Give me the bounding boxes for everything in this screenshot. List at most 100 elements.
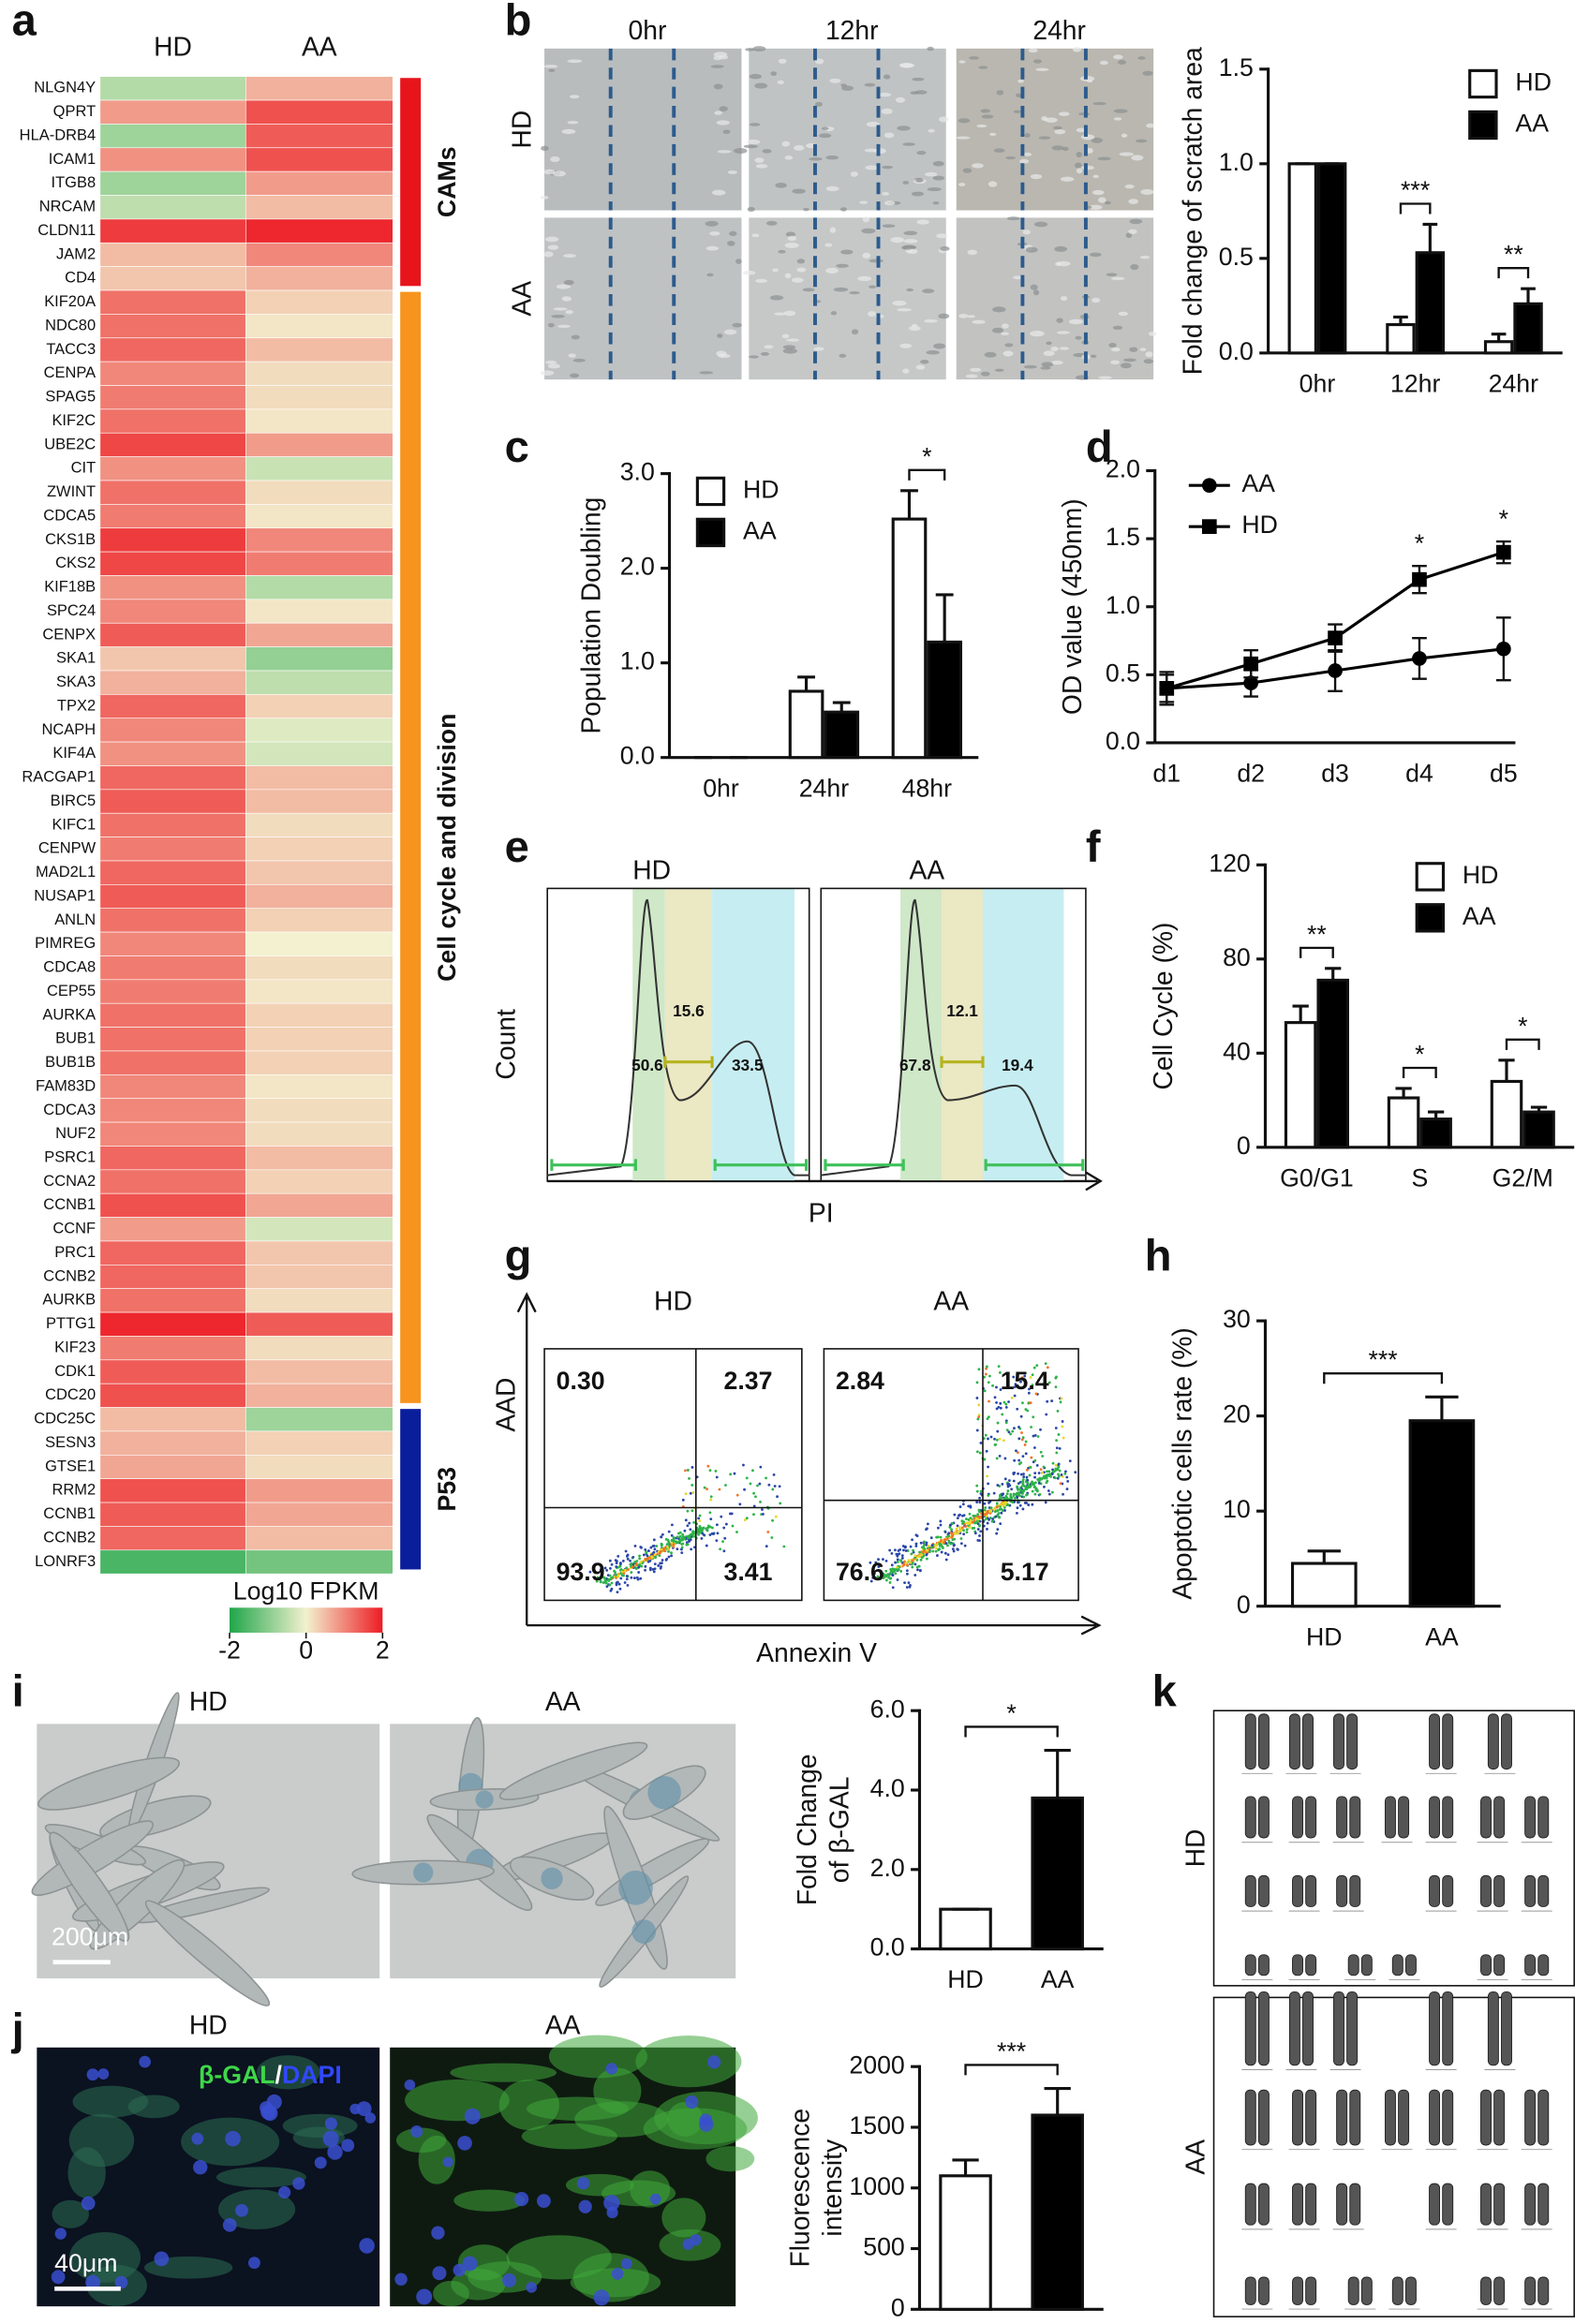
stain	[541, 1867, 563, 1889]
event-dot	[979, 1492, 983, 1495]
event-dot	[918, 1550, 921, 1554]
event-dot	[1036, 1435, 1040, 1438]
event-dot	[626, 1553, 630, 1557]
sample-label: HD	[632, 855, 671, 885]
event-dot	[961, 1502, 965, 1506]
event-dot	[623, 1581, 627, 1584]
event-dot	[949, 1542, 953, 1546]
event-dot	[751, 1469, 754, 1473]
event-dot	[998, 1437, 1002, 1441]
event-dot	[703, 1486, 706, 1489]
cell	[908, 248, 918, 255]
heatmap-cell	[99, 456, 246, 481]
event-dot	[1023, 1443, 1027, 1446]
cell	[1005, 155, 1016, 160]
chromosome	[1288, 1713, 1300, 1770]
event-dot	[661, 1559, 664, 1562]
y-axis-label: Apoptotic cells rate (%)	[1167, 1327, 1197, 1599]
heatmap-cell	[245, 551, 394, 576]
event-dot	[697, 1532, 701, 1536]
event-dot	[722, 1549, 726, 1553]
event-dot	[1031, 1483, 1033, 1487]
event-dot	[680, 1546, 684, 1549]
chromosome	[1292, 2183, 1303, 2226]
cell	[568, 353, 576, 358]
event-dot	[649, 1546, 653, 1549]
cell	[723, 329, 737, 335]
event-dot	[983, 1389, 987, 1393]
heatmap-cell	[99, 670, 246, 695]
event-dot	[1064, 1470, 1067, 1473]
cell	[1013, 275, 1023, 280]
heatmap-cell	[99, 195, 246, 220]
marker	[1328, 663, 1343, 678]
cell	[802, 288, 815, 292]
x-tick-label: 0hr	[1299, 369, 1336, 397]
heatmap-cell	[99, 908, 246, 933]
event-dot	[1044, 1362, 1047, 1366]
event-dot	[684, 1469, 687, 1473]
event-dot	[977, 1403, 981, 1407]
cell	[938, 116, 949, 123]
nucleus	[349, 2103, 361, 2115]
cell	[884, 200, 896, 206]
event-dot	[765, 1476, 768, 1480]
event-dot	[879, 1577, 883, 1580]
event-dot	[923, 1540, 926, 1544]
gal-signal	[68, 2231, 141, 2283]
nucleus	[537, 2194, 551, 2209]
cell	[881, 108, 893, 114]
cell	[813, 347, 824, 351]
event-dot	[1062, 1436, 1065, 1440]
cell	[550, 155, 560, 162]
event-dot	[928, 1550, 931, 1554]
heatmap-cell	[245, 1288, 394, 1313]
chromosome	[1333, 1713, 1344, 1770]
event-dot	[1041, 1476, 1045, 1480]
cell	[1028, 48, 1038, 53]
cell	[49, 1831, 130, 1943]
gene-label: CCNB1	[43, 1505, 96, 1522]
heatmap-cell	[99, 1383, 246, 1408]
cell	[862, 252, 871, 259]
event-dot	[1053, 1469, 1057, 1473]
event-dot	[610, 1576, 614, 1579]
cell	[1148, 331, 1157, 336]
cell	[705, 220, 719, 227]
event-dot	[1061, 1420, 1064, 1423]
event-dot	[661, 1532, 664, 1536]
event-dot	[975, 1428, 979, 1432]
heatmap-cell	[245, 314, 394, 339]
event-dot	[1013, 1427, 1016, 1430]
cell	[908, 325, 921, 332]
nucleus	[191, 2132, 204, 2145]
event-dot	[605, 1568, 609, 1572]
y-tick-label: 1500	[849, 2111, 904, 2139]
cell	[783, 310, 796, 317]
cell	[926, 350, 940, 355]
chromosome	[1346, 1713, 1359, 1770]
significance-label: *	[1006, 1699, 1016, 1727]
event-dot	[1042, 1465, 1046, 1469]
event-dot	[988, 1517, 991, 1521]
event-dot	[1065, 1488, 1069, 1490]
event-dot	[646, 1560, 650, 1563]
x-tick-label: AA	[1425, 1622, 1459, 1650]
y-axis-label: Fold Change	[792, 1754, 822, 1906]
nucleus	[364, 2112, 377, 2124]
heatmap-cell	[99, 646, 246, 672]
gene-label: CLDN11	[37, 222, 96, 239]
chromosome	[1487, 1991, 1499, 2066]
event-dot	[756, 1484, 759, 1488]
chromosome	[1384, 1796, 1396, 1839]
cell	[1074, 162, 1082, 169]
cell	[833, 287, 849, 292]
bar	[891, 517, 928, 760]
event-dot	[988, 1399, 990, 1403]
cell	[1110, 348, 1121, 352]
gal-signal	[548, 2035, 648, 2079]
event-dot	[1000, 1507, 1003, 1511]
heatmap-cell	[99, 527, 246, 553]
event-dot	[896, 1578, 899, 1581]
event-dot	[625, 1566, 629, 1570]
